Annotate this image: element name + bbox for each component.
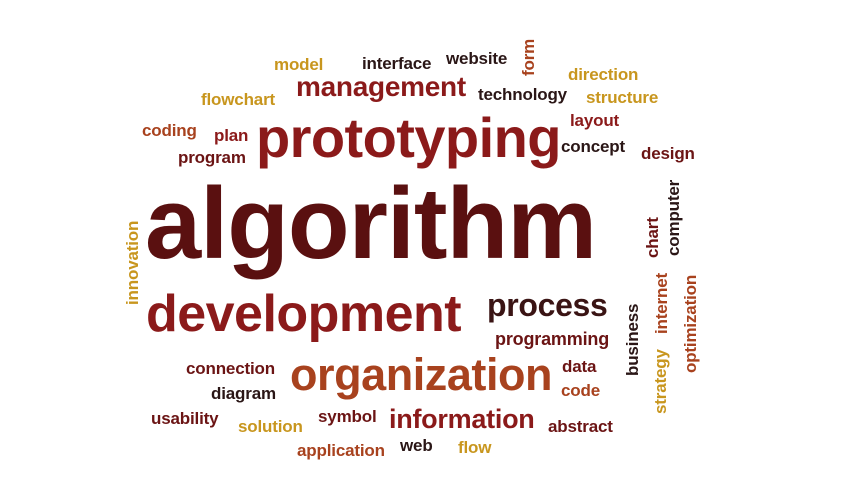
word-business: business xyxy=(623,303,642,376)
word-chart: chart xyxy=(643,217,662,258)
word-computer: computer xyxy=(664,179,683,256)
word-flow: flow xyxy=(458,438,492,457)
word-direction: direction xyxy=(568,65,639,84)
word-form: form xyxy=(519,38,538,76)
word-solution: solution xyxy=(238,417,303,436)
word-application: application xyxy=(297,441,385,460)
word-management: management xyxy=(296,71,466,102)
word-concept: concept xyxy=(561,137,625,156)
word-code: code xyxy=(561,381,600,400)
word-algorithm: algorithm xyxy=(145,168,597,280)
word-website: website xyxy=(446,49,508,68)
word-flowchart: flowchart xyxy=(201,90,276,109)
word-information: information xyxy=(389,404,535,434)
word-process: process xyxy=(487,287,608,323)
word-structure: structure xyxy=(586,88,659,107)
word-web: web xyxy=(400,436,433,455)
word-development: development xyxy=(146,285,462,343)
word-model: model xyxy=(274,55,324,74)
word-innovation: innovation xyxy=(123,220,142,305)
word-connection: connection xyxy=(186,359,275,378)
word-data: data xyxy=(562,357,597,376)
word-prototyping: prototyping xyxy=(256,106,561,169)
word-diagram: diagram xyxy=(211,384,276,403)
word-optimization: optimization xyxy=(681,274,700,373)
word-program: program xyxy=(178,148,246,167)
word-abstract: abstract xyxy=(548,417,613,436)
word-plan: plan xyxy=(214,126,249,145)
word-layout: layout xyxy=(570,111,620,130)
word-coding: coding xyxy=(142,121,197,140)
word-organization: organization xyxy=(290,349,553,400)
word-programming: programming xyxy=(495,329,610,349)
word-technology: technology xyxy=(478,85,567,104)
word-strategy: strategy xyxy=(651,349,670,414)
word-usability: usability xyxy=(151,409,219,428)
word-internet: internet xyxy=(652,273,671,334)
word-design: design xyxy=(641,144,695,163)
word-symbol: symbol xyxy=(318,407,377,426)
word-interface: interface xyxy=(362,54,432,73)
